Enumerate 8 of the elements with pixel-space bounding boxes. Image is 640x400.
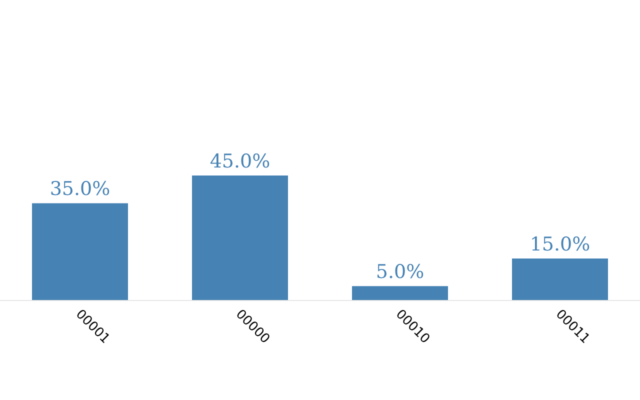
bar	[32, 203, 128, 300]
data-label: 35.0%	[50, 178, 110, 200]
bar	[352, 286, 448, 300]
bar	[512, 258, 608, 300]
data-label: 45.0%	[210, 150, 270, 173]
data-label: 15.0%	[530, 234, 590, 256]
bar	[192, 176, 288, 300]
data-label: 5.0%	[376, 261, 424, 284]
